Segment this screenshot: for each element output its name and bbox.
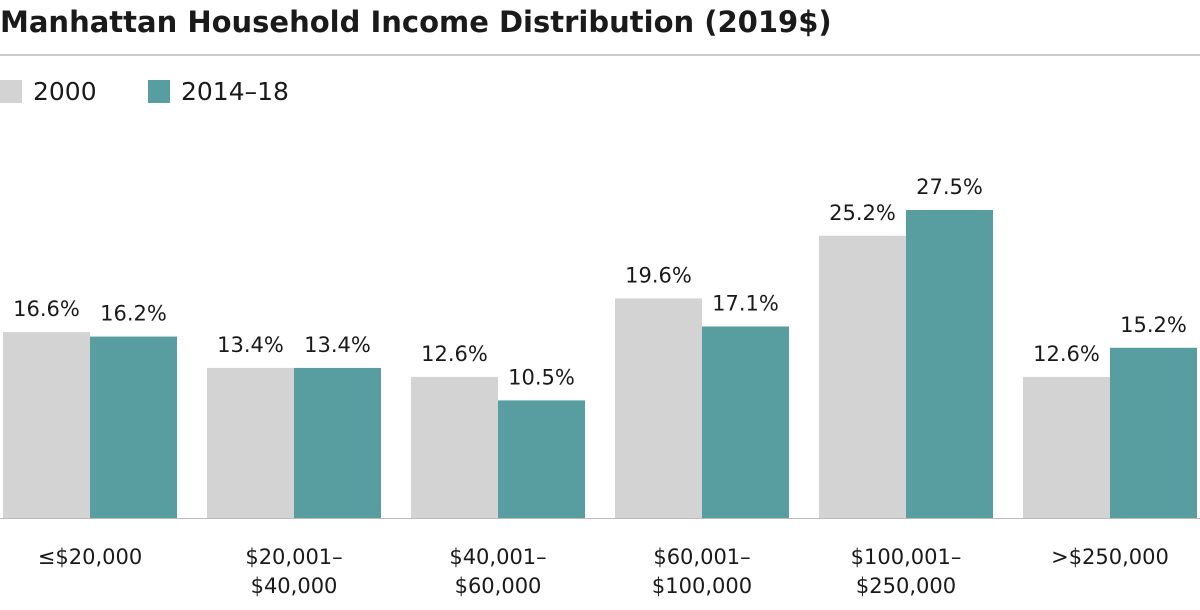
bar <box>3 332 90 518</box>
x-tick-label: $40,000 <box>251 574 338 598</box>
value-label: 15.2% <box>1120 313 1187 337</box>
value-label: 27.5% <box>916 175 983 199</box>
legend-swatch <box>0 80 22 103</box>
bar <box>906 210 993 518</box>
chart-title: Manhattan Household Income Distribution … <box>0 5 832 39</box>
x-tick-label: $60,001– <box>653 545 750 569</box>
legend-label: 2000 <box>33 77 97 106</box>
x-tick-label: $250,000 <box>856 574 956 598</box>
value-label: 16.2% <box>100 302 167 326</box>
value-label: 17.1% <box>712 291 779 315</box>
x-tick-label: $40,001– <box>449 545 546 569</box>
bar <box>207 367 294 518</box>
bar <box>90 336 177 518</box>
x-tick-label: >$250,000 <box>1051 545 1169 569</box>
x-tick-label: $60,000 <box>455 574 542 598</box>
value-label: 25.2% <box>829 201 896 225</box>
value-label: 19.6% <box>625 263 692 287</box>
bar <box>819 235 906 518</box>
bar <box>1110 347 1197 518</box>
bar <box>411 376 498 518</box>
x-tick-label: ≤$20,000 <box>38 545 142 569</box>
x-tick-label: $20,001– <box>245 545 342 569</box>
legend-swatch <box>148 80 170 103</box>
bar <box>702 326 789 518</box>
value-label: 10.5% <box>508 365 575 389</box>
value-label: 13.4% <box>217 333 284 357</box>
value-label: 12.6% <box>1033 342 1100 366</box>
x-tick-label: $100,001– <box>851 545 962 569</box>
bar <box>498 400 585 518</box>
bar <box>1023 376 1110 518</box>
value-label: 16.6% <box>13 297 80 321</box>
bar <box>294 367 381 518</box>
x-tick-label: $100,000 <box>652 574 752 598</box>
value-label: 12.6% <box>421 342 488 366</box>
value-label: 13.4% <box>304 333 371 357</box>
bar <box>615 298 702 518</box>
legend-label: 2014–18 <box>181 77 289 106</box>
